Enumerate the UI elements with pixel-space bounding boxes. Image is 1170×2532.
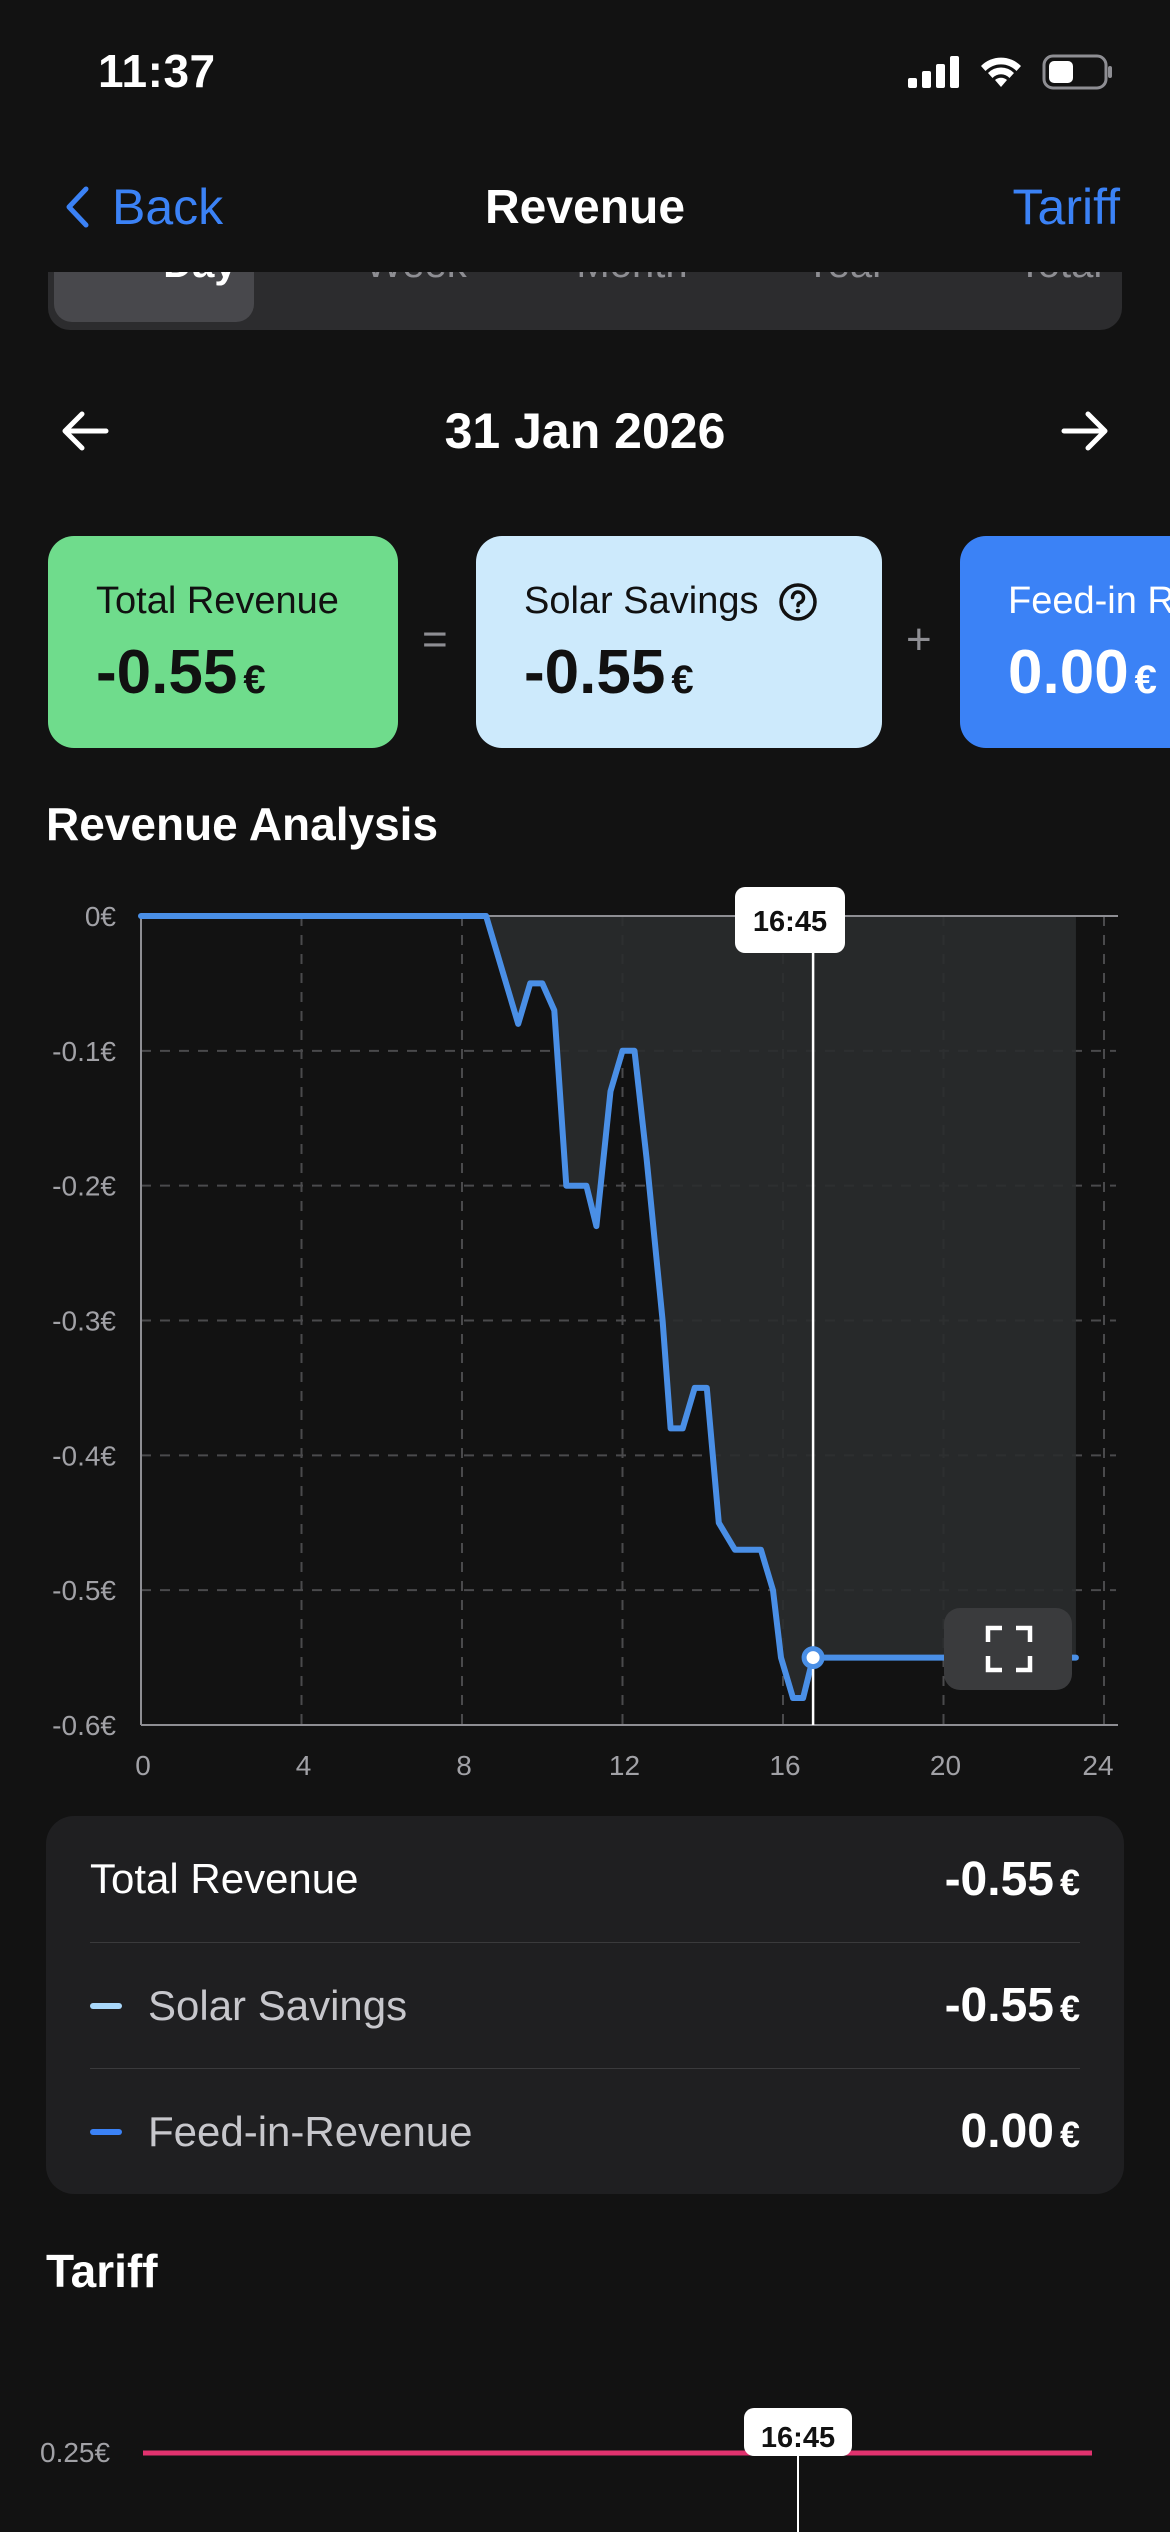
next-date-button[interactable] xyxy=(1058,404,1112,463)
tariff-chart[interactable]: 0.25€ 16:45 xyxy=(0,2400,1170,2532)
segment-week[interactable]: Week xyxy=(316,270,516,287)
total-revenue-card-label: Total Revenue xyxy=(96,580,339,622)
summary-total-label: Total Revenue xyxy=(90,1855,359,1902)
period-segmented-control: Day Week Month Year Total xyxy=(48,270,1122,330)
revenue-chart[interactable]: 0 4 8 12 16 20 24 0€ -0.1€ -0.2€ -0.3€ -0.4€ -0.5€ -0… xyxy=(0,880,1170,1800)
feed-in-card-label: Feed-in R xyxy=(1008,580,1170,622)
x-tick-label: 8 xyxy=(456,1750,472,1781)
segment-total[interactable]: Total xyxy=(960,270,1122,287)
chevron-left-icon xyxy=(66,186,89,228)
arrow-left-icon xyxy=(62,411,109,451)
chart-tooltip: 16:45 xyxy=(735,887,845,953)
solar-savings-card-label: Solar Savings xyxy=(524,580,834,623)
solar-savings-card-value: -0.55 € xyxy=(524,638,694,707)
tariff-y-tick: 0.25€ xyxy=(40,2437,110,2468)
feed-in-card[interactable]: Feed-in R 0.00 € xyxy=(960,536,1170,748)
tariff-tooltip: 16:45 xyxy=(744,2408,852,2456)
segment-month[interactable]: Month xyxy=(532,270,732,287)
chart-tooltip-time: 16:45 xyxy=(753,906,827,938)
revenue-area-fill xyxy=(141,916,1076,1698)
status-icons xyxy=(908,52,1114,92)
segment-day[interactable]: Day xyxy=(100,270,300,287)
arrow-right-icon xyxy=(1061,411,1108,451)
page-title: Revenue xyxy=(484,181,686,234)
y-tick-label: -0.2€ xyxy=(52,1171,116,1202)
summary-total-value: -0.55 € xyxy=(944,1852,1080,1906)
current-date: 31 Jan 2026 xyxy=(444,403,726,459)
summary-feed-in-label: Feed-in-Revenue xyxy=(90,2108,473,2156)
x-tick-label: 4 xyxy=(296,1750,312,1781)
tariff-section-title: Tariff xyxy=(46,2245,158,2297)
plus-operator: + xyxy=(906,615,932,664)
x-tick-label: 16 xyxy=(769,1750,800,1781)
battery-icon xyxy=(1042,54,1112,90)
total-revenue-card[interactable]: Total Revenue -0.55 € xyxy=(48,536,398,748)
cellular-signal-icon xyxy=(908,56,959,88)
x-tick-label: 0 xyxy=(135,1750,151,1781)
y-tick-label: -0.5€ xyxy=(52,1575,116,1606)
back-button[interactable]: Back xyxy=(64,178,223,236)
fullscreen-icon xyxy=(985,1625,1033,1673)
x-tick-label: 12 xyxy=(609,1750,640,1781)
fullscreen-button[interactable] xyxy=(944,1608,1072,1690)
status-time: 11:37 xyxy=(98,45,216,97)
summary-feed-in-value: 0.00 € xyxy=(960,2105,1080,2158)
back-label: Back xyxy=(112,179,224,235)
previous-date-button[interactable] xyxy=(58,404,112,463)
solar-savings-card[interactable]: Solar Savings -0.55 € xyxy=(476,536,882,748)
summary-row-feed-in: Feed-in-Revenue 0.00 € xyxy=(90,2068,1080,2194)
feed-in-legend-dash xyxy=(90,2128,122,2135)
y-tick-label: -0.3€ xyxy=(52,1306,116,1337)
feed-in-card-value: 0.00 € xyxy=(1008,638,1157,707)
y-tick-label: -0.6€ xyxy=(52,1710,116,1741)
nav-bar-background xyxy=(0,250,1170,272)
tariff-button[interactable]: Tariff xyxy=(1012,179,1120,235)
wifi-icon xyxy=(981,57,1021,87)
summary-solar-label: Solar Savings xyxy=(90,1982,407,2030)
tariff-tooltip-time: 16:45 xyxy=(761,2422,835,2454)
y-tick-label: -0.1€ xyxy=(52,1036,116,1067)
total-revenue-card-value: -0.55 € xyxy=(96,638,266,707)
solar-legend-dash xyxy=(90,2002,122,2009)
x-tick-label: 24 xyxy=(1082,1750,1113,1781)
equals-operator: = xyxy=(422,615,448,664)
help-circle-icon[interactable] xyxy=(778,582,818,622)
revenue-summary: Total Revenue -0.55 € Solar Savings -0.55… xyxy=(46,1816,1124,2194)
segment-active-indicator xyxy=(54,270,254,322)
revenue-line xyxy=(138,913,1079,1701)
summary-solar-value: -0.55 € xyxy=(944,1979,1080,2032)
y-tick-label: -0.4€ xyxy=(52,1440,116,1471)
y-tick-label: 0€ xyxy=(85,901,117,932)
summary-row-solar: Solar Savings -0.55 € xyxy=(90,1942,1080,2068)
summary-row-total: Total Revenue -0.55 € xyxy=(90,1816,1080,1942)
segment-year[interactable]: Year xyxy=(745,270,945,287)
revenue-analysis-title: Revenue Analysis xyxy=(46,798,439,850)
x-tick-label: 20 xyxy=(930,1750,961,1781)
